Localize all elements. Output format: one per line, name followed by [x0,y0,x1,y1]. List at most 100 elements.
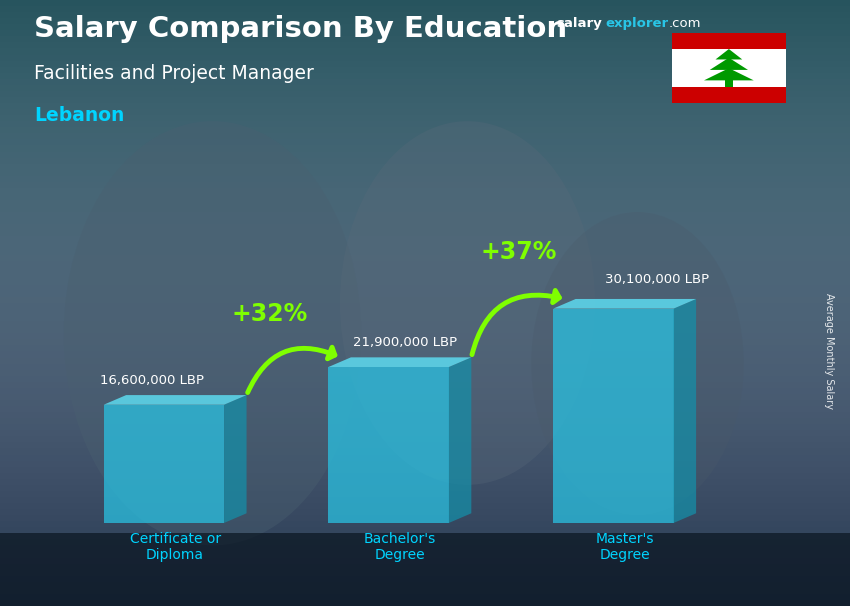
Polygon shape [449,358,471,523]
Polygon shape [104,405,224,523]
Bar [0,97,850,103]
Bar [0,145,850,152]
Text: 16,600,000 LBP: 16,600,000 LBP [99,373,204,387]
Bar [0,6,850,12]
Bar [0,18,850,24]
Bar [0,558,850,564]
Bar [0,127,850,133]
Bar [0,448,850,454]
Bar [0,570,850,576]
Bar [0,279,850,285]
Bar [0,442,850,448]
Polygon shape [673,299,696,523]
Bar [0,303,850,309]
Bar [0,255,850,261]
Bar [0,218,850,224]
Text: Salary Comparison By Education: Salary Comparison By Education [34,15,567,43]
Bar [0,79,850,85]
Bar [0,479,850,485]
Bar [0,242,850,248]
Bar [0,358,850,364]
Bar [0,424,850,430]
Text: explorer: explorer [605,17,668,30]
Polygon shape [704,68,754,81]
Bar [0,582,850,588]
Text: Bachelor's
Degree: Bachelor's Degree [364,531,436,562]
Bar [0,206,850,212]
Bar [0,182,850,188]
Bar [0,30,850,36]
Ellipse shape [531,212,744,515]
Bar [0,0,850,6]
Polygon shape [328,358,471,367]
Polygon shape [672,87,786,103]
Bar [0,224,850,230]
Bar [0,503,850,509]
Bar [0,152,850,158]
Bar [0,388,850,394]
Polygon shape [725,81,733,87]
Bar [0,576,850,582]
Polygon shape [224,395,246,523]
Bar [0,497,850,503]
Bar [0,394,850,400]
Ellipse shape [340,121,595,485]
Bar [0,133,850,139]
Text: Certificate or
Diploma: Certificate or Diploma [129,531,221,562]
Bar [0,454,850,461]
Bar [0,339,850,345]
Bar [0,527,850,533]
Polygon shape [716,49,742,59]
Text: 30,100,000 LBP: 30,100,000 LBP [605,273,710,286]
Text: Facilities and Project Manager: Facilities and Project Manager [34,64,314,82]
Bar [0,158,850,164]
Bar [0,461,850,467]
Polygon shape [553,308,673,523]
Bar [0,418,850,424]
Bar [0,55,850,61]
Bar [0,267,850,273]
Bar [0,61,850,67]
Polygon shape [710,58,748,70]
Bar [0,600,850,606]
Bar [0,406,850,412]
Text: Average Monthly Salary: Average Monthly Salary [824,293,834,410]
Bar [0,564,850,570]
Bar [0,248,850,255]
Bar [0,24,850,30]
Bar [0,212,850,218]
Bar [0,285,850,291]
Bar [0,533,850,539]
Bar [0,345,850,351]
Text: +37%: +37% [480,240,557,264]
Bar [0,139,850,145]
Bar [0,509,850,515]
Bar [0,515,850,521]
Text: +32%: +32% [231,302,308,327]
Bar [0,412,850,418]
Polygon shape [104,395,246,405]
Text: salary: salary [557,17,603,30]
Bar [0,188,850,194]
Bar [0,545,850,551]
Bar [0,103,850,109]
Bar [0,376,850,382]
Bar [0,315,850,321]
Bar [0,115,850,121]
Bar [0,109,850,115]
Bar [0,121,850,127]
Bar [0,170,850,176]
Bar [0,48,850,55]
Text: .com: .com [669,17,701,30]
Bar [0,430,850,436]
Bar [0,42,850,48]
Polygon shape [672,33,786,49]
Bar [0,551,850,558]
Polygon shape [328,367,449,523]
Bar [0,436,850,442]
Bar [0,230,850,236]
Bar [0,382,850,388]
Bar [0,309,850,315]
Bar [0,164,850,170]
Bar [0,200,850,206]
